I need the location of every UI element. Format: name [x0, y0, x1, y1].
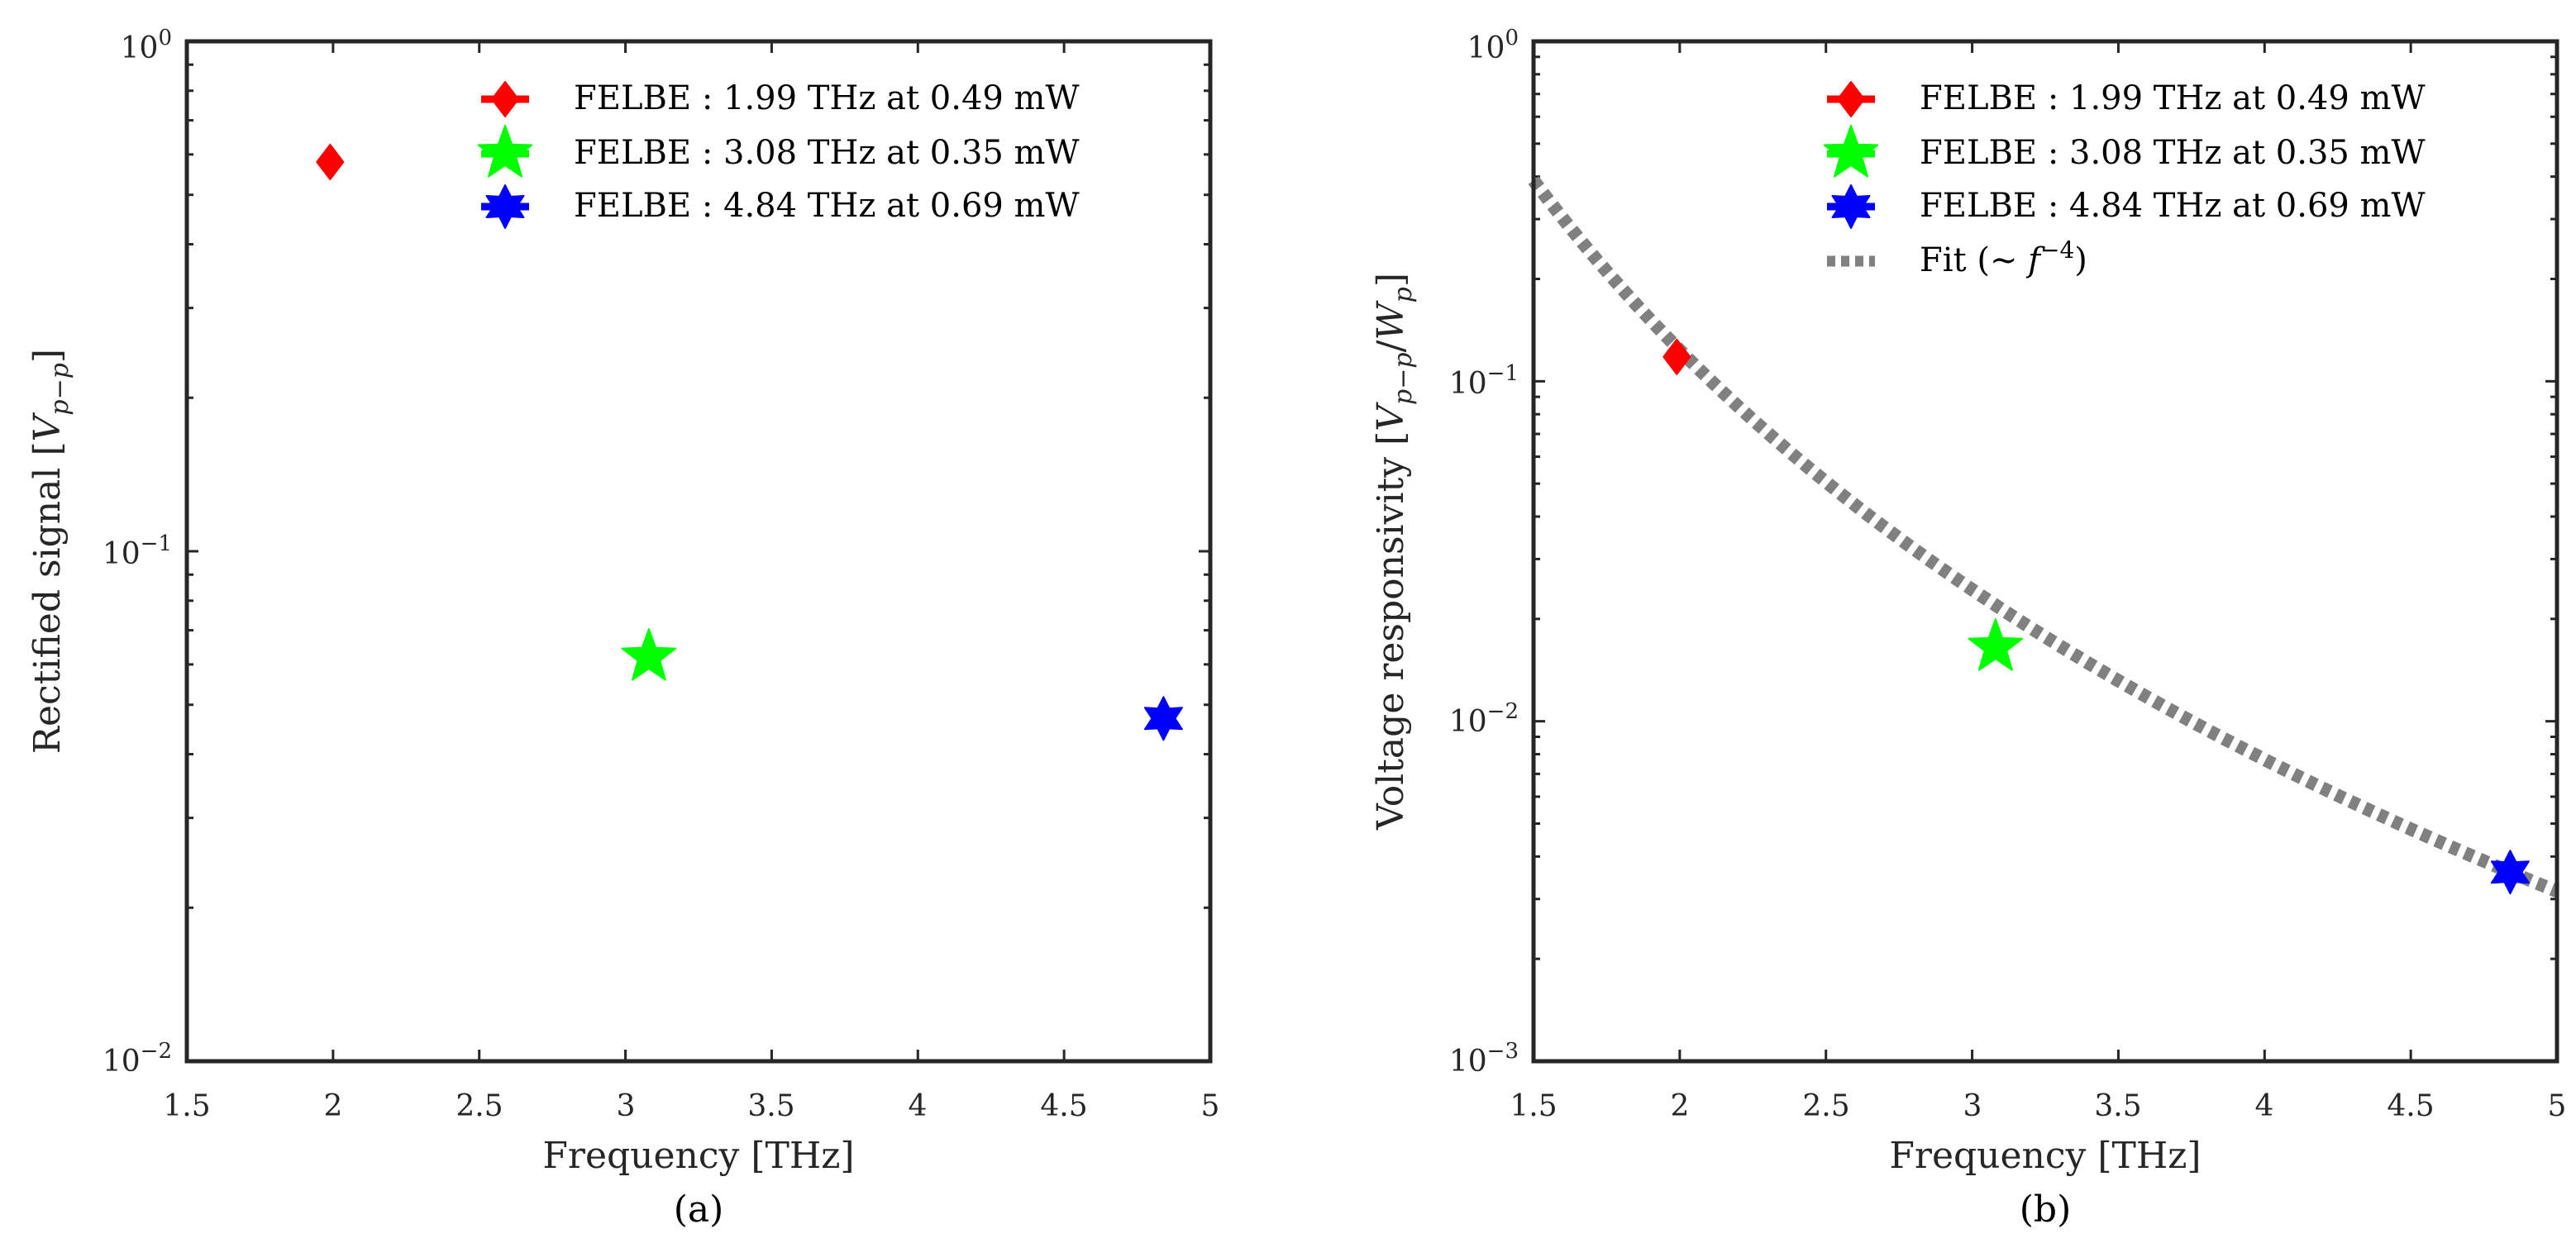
data-point-diamond	[316, 143, 345, 180]
y-tick-label: 10−3	[1449, 1039, 1519, 1079]
panel-b-plot-area	[1534, 41, 2557, 1061]
x-tick-label: 1.5	[163, 1089, 210, 1123]
data-point-pentagram	[621, 628, 677, 681]
legend-entry-label: FELBE : 4.84 THz at 0.69 mW	[574, 187, 1080, 225]
panel-b-axes-box	[1531, 39, 2559, 1064]
panel-a-data-markers	[316, 143, 1183, 741]
panel-a-axes-box	[184, 39, 1213, 1064]
panel-a: 1.5 2 2.5 3 3.5 4 4.5 5 10−2 10−1 100 Fr…	[26, 26, 1219, 1231]
legend-marker-hexagram	[485, 184, 525, 229]
panel-b-caption: (b)	[2020, 1188, 2072, 1231]
panel-a-legend-icons	[477, 81, 533, 229]
x-tick-label: 2	[1671, 1089, 1690, 1123]
x-tick-label: 3.5	[747, 1089, 794, 1123]
x-tick-label: 3	[1963, 1089, 1982, 1123]
legend-entry-label: FELBE : 1.99 THz at 0.49 mW	[574, 79, 1080, 117]
panel-b-legend-icons	[1823, 81, 1879, 267]
x-tick-label: 4.5	[2387, 1089, 2434, 1123]
x-tick-label: 2.5	[456, 1089, 503, 1123]
y-tick-label: 10−1	[103, 531, 172, 571]
legend-marker-pentagram	[1823, 125, 1879, 178]
x-tick-label: 1.5	[1510, 1089, 1557, 1123]
panel-b: 1.5 2 2.5 3 3.5 4 4.5 5 10−3 10−2 10−1 1…	[1370, 26, 2566, 1231]
panel-a-x-axis-label: Frequency [THz]	[542, 1135, 854, 1177]
y-tick-label: 100	[1467, 26, 1519, 65]
legend-entry-label: FELBE : 3.08 THz at 0.35 mW	[1920, 134, 2426, 172]
x-tick-label: 5	[2548, 1089, 2567, 1123]
panel-b-legend: FELBE : 1.99 THz at 0.49 mW FELBE : 3.08…	[1823, 79, 2426, 279]
x-tick-label: 2.5	[1802, 1089, 1849, 1123]
panel-a-legend: FELBE : 1.99 THz at 0.49 mW FELBE : 3.08…	[477, 79, 1080, 229]
x-tick-label: 4	[2255, 1089, 2274, 1123]
legend-marker-hexagram	[1831, 184, 1871, 229]
y-tick-label: 10−2	[103, 1039, 172, 1079]
panel-a-y-tick-labels: 10−2 10−1 100	[103, 26, 172, 1079]
legend-marker-diamond	[1837, 81, 1865, 117]
y-tick-label: 10−2	[1449, 699, 1519, 739]
legend-entry-label: Fit (∼ f−4)	[1920, 236, 2087, 279]
legend-marker-pentagram	[477, 125, 533, 178]
legend-entry-label: FELBE : 1.99 THz at 0.49 mW	[1920, 79, 2426, 117]
panel-a-plot-area	[187, 41, 1210, 1061]
data-point-hexagram	[1143, 696, 1183, 741]
panel-b-y-axis-label: Voltage responsivity [Vp−p/Wp]	[1370, 273, 1418, 831]
legend-entry-label: FELBE : 3.08 THz at 0.35 mW	[574, 134, 1080, 172]
x-tick-label: 2	[324, 1089, 343, 1123]
legend-entry-label: FELBE : 4.84 THz at 0.69 mW	[1920, 187, 2426, 225]
x-tick-label: 5	[1201, 1089, 1220, 1123]
fit-curve	[1528, 176, 2560, 898]
legend-marker-diamond	[491, 81, 519, 117]
panel-a-x-tick-labels: 1.5 2 2.5 3 3.5 4 4.5 5	[163, 1089, 1219, 1123]
panel-a-caption: (a)	[674, 1188, 724, 1231]
y-tick-label: 100	[121, 26, 172, 65]
panel-b-y-tick-labels: 10−3 10−2 10−1 100	[1449, 26, 1519, 1079]
panel-b-data-markers	[1662, 338, 2530, 895]
panel-a-y-axis-label: Rectified signal [Vp−p]	[26, 349, 74, 754]
x-tick-label: 4.5	[1040, 1089, 1087, 1123]
x-tick-label: 3	[617, 1089, 636, 1123]
x-tick-label: 4	[909, 1089, 928, 1123]
data-point-hexagram	[2490, 850, 2530, 895]
panel-b-x-axis-label: Frequency [THz]	[1889, 1135, 2201, 1177]
panel-b-x-tick-labels: 1.5 2 2.5 3 3.5 4 4.5 5	[1510, 1089, 2566, 1123]
x-tick-label: 3.5	[2094, 1089, 2141, 1123]
data-point-diamond	[1662, 338, 1691, 375]
y-tick-label: 10−1	[1449, 361, 1519, 401]
data-point-pentagram	[1968, 618, 2024, 671]
